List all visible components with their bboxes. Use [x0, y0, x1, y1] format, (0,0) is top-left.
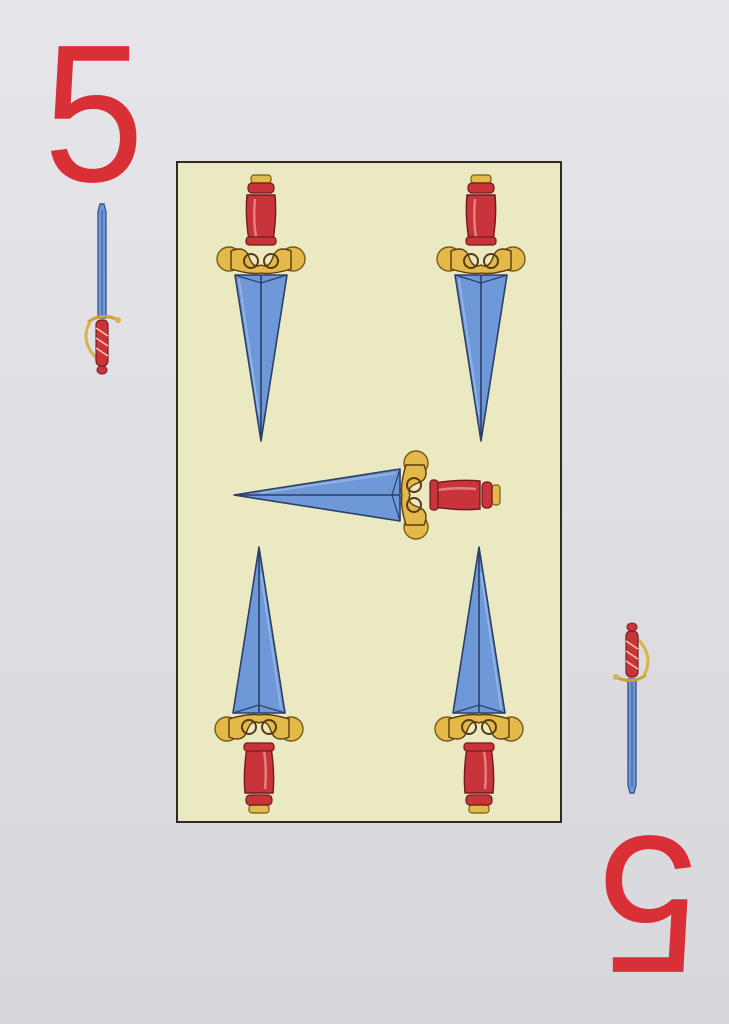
rank-bottom-right: 5	[601, 795, 699, 1014]
pip-panel	[176, 161, 562, 823]
dagger-icon	[435, 173, 527, 443]
dagger-icon	[433, 545, 525, 815]
dagger-icon	[213, 545, 305, 815]
sword-icon	[606, 612, 656, 797]
rank-top-left: 5	[43, 4, 144, 223]
dagger-icon	[215, 173, 307, 443]
sword-icon	[78, 200, 128, 385]
pip-layer	[213, 173, 527, 815]
dagger-icon	[232, 449, 502, 541]
